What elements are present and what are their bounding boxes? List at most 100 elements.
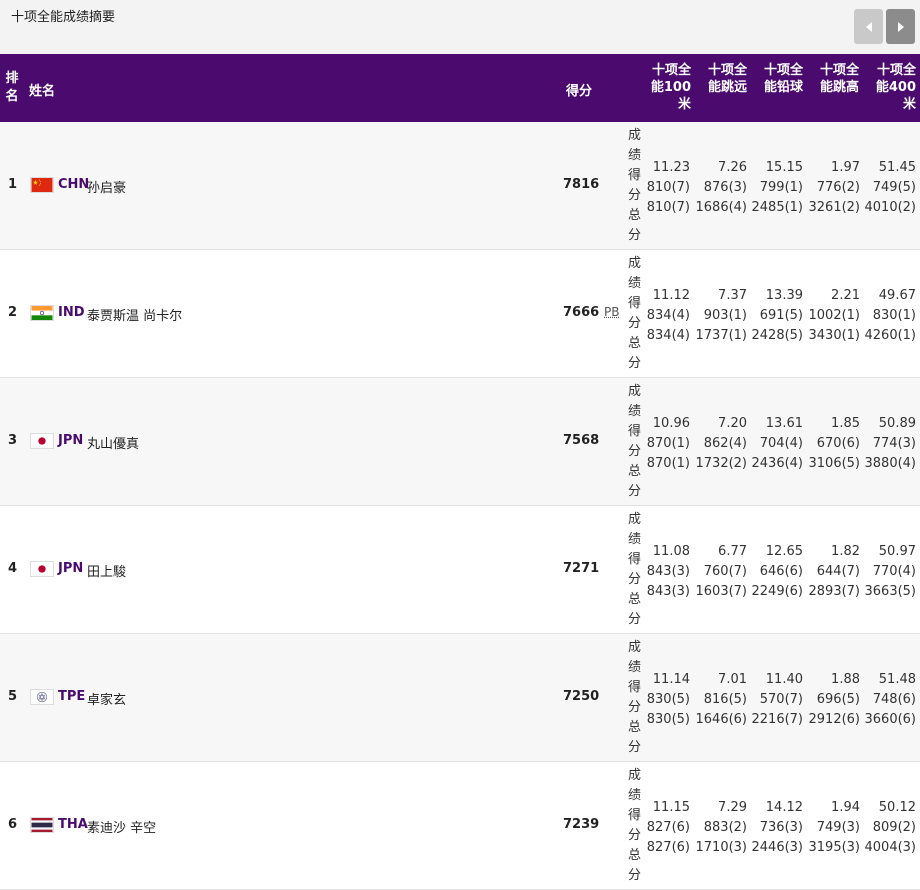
country-code[interactable]: IND bbox=[58, 305, 85, 320]
event-total: 4010(2) bbox=[864, 200, 917, 215]
event-total: 834(4) bbox=[646, 328, 690, 343]
event-cell-high-jump: 1.94 749(3) 3195(3) bbox=[800, 798, 861, 858]
table-row-5: 5 TPE 卓家玄 7250 成绩得分总分 11.14 830(5) 830(5) … bbox=[0, 634, 920, 762]
event-cell-long-jump: 7.20 862(4) 1732(2) bbox=[687, 414, 748, 474]
event-total: 1646(6) bbox=[695, 712, 748, 727]
row-labels: 成绩得分总分 bbox=[628, 384, 642, 499]
japan-flag-icon bbox=[30, 561, 54, 577]
event-cell-400m: 50.97 770(4) 3663(5) bbox=[856, 542, 917, 602]
event-points: 810(7) bbox=[646, 180, 690, 195]
event-points: 876(3) bbox=[703, 180, 747, 195]
athlete-name[interactable]: 孙启豪 bbox=[87, 181, 127, 196]
country-code[interactable]: JPN bbox=[58, 433, 84, 448]
event-total: 1686(4) bbox=[695, 200, 748, 215]
event-total: 4260(1) bbox=[864, 328, 917, 343]
event-total: 2485(1) bbox=[751, 200, 804, 215]
event-total: 2428(5) bbox=[751, 328, 804, 343]
rank-cell: 5 bbox=[8, 689, 18, 704]
event-total: 1737(1) bbox=[695, 328, 748, 343]
table-row-4: 4 JPN 田上駿 7271 成绩得分总分 11.08 843(3) 843(3) … bbox=[0, 506, 920, 634]
chinese-taipei-flag-icon bbox=[30, 689, 54, 705]
event-cell-high-jump: 1.82 644(7) 2893(7) bbox=[800, 542, 861, 602]
athlete-name[interactable]: 卓家玄 bbox=[87, 693, 127, 708]
event-total: 810(7) bbox=[646, 200, 690, 215]
japan-flag-icon bbox=[30, 433, 54, 449]
rank-cell: 3 bbox=[8, 433, 18, 448]
row-labels: 成绩得分总分 bbox=[628, 640, 642, 755]
event-mark: 1.82 bbox=[831, 544, 860, 559]
column-header-rank[interactable]: 排名 bbox=[5, 71, 19, 104]
event-mark: 50.97 bbox=[878, 544, 916, 559]
event-total: 3663(5) bbox=[864, 584, 917, 599]
country-code[interactable]: THA bbox=[58, 817, 88, 832]
event-total: 870(1) bbox=[646, 456, 690, 471]
event-points: 816(5) bbox=[703, 692, 747, 707]
table-row-6: 6 THA 素迪沙 辛空 7239 成绩得分总分 11.15 827(6) 827(… bbox=[0, 762, 920, 890]
event-total: 3106(5) bbox=[808, 456, 861, 471]
event-mark: 11.14 bbox=[652, 672, 690, 687]
country-code[interactable]: CHN bbox=[58, 177, 90, 192]
event-points: 903(1) bbox=[703, 308, 747, 323]
event-total: 3660(6) bbox=[864, 712, 917, 727]
athlete-name[interactable]: 田上駿 bbox=[87, 565, 127, 580]
event-points: 799(1) bbox=[759, 180, 803, 195]
event-cell-long-jump: 7.29 883(2) 1710(3) bbox=[687, 798, 748, 858]
event-cell-400m: 51.48 748(6) 3660(6) bbox=[856, 670, 917, 730]
event-mark: 7.20 bbox=[718, 416, 747, 431]
score-cell: 7666 bbox=[563, 305, 600, 320]
event-points: 809(2) bbox=[872, 820, 916, 835]
event-points: 670(6) bbox=[816, 436, 860, 451]
country-code[interactable]: JPN bbox=[58, 561, 84, 576]
event-mark: 13.61 bbox=[765, 416, 803, 431]
event-points: 748(6) bbox=[872, 692, 916, 707]
score-cell: 7239 bbox=[563, 817, 600, 832]
column-header-shot-put[interactable]: 十项全能铅球 bbox=[763, 63, 803, 95]
score-cell: 7250 bbox=[563, 689, 600, 704]
column-header-name[interactable]: 姓名 bbox=[29, 84, 56, 99]
top-bar: 十项全能成绩摘要 bbox=[0, 0, 920, 54]
row-labels: 成绩得分总分 bbox=[628, 768, 642, 883]
table-header: 排名 姓名 得分 十项全能100米 十项全能跳远 十项全能铅球 十项全能跳高 十… bbox=[0, 54, 920, 122]
event-cell-shot-put: 12.65 646(6) 2249(6) bbox=[743, 542, 804, 602]
event-mark: 1.94 bbox=[831, 800, 860, 815]
personal-best-badge: PB bbox=[604, 305, 620, 319]
event-mark: 7.29 bbox=[718, 800, 747, 815]
table-row-3: 3 JPN 丸山優真 7568 成绩得分总分 10.96 870(1) 870(1)… bbox=[0, 378, 920, 506]
athlete-name[interactable]: 泰贾斯温 尚卡尔 bbox=[87, 309, 183, 324]
event-total: 3880(4) bbox=[864, 456, 917, 471]
event-mark: 11.15 bbox=[652, 800, 690, 815]
column-header-400m[interactable]: 十项全能400米 bbox=[875, 63, 916, 112]
athlete-name[interactable]: 丸山優真 bbox=[87, 437, 140, 452]
event-points: 830(1) bbox=[872, 308, 916, 323]
event-mark: 6.77 bbox=[718, 544, 747, 559]
table-row-1: 1 CHN 孙启豪 7816 成绩得分总分 11.23 810(7) 810(7) … bbox=[0, 122, 920, 250]
event-mark: 11.40 bbox=[765, 672, 803, 687]
event-cell-400m: 51.45 749(5) 4010(2) bbox=[856, 158, 917, 218]
next-page-button[interactable] bbox=[886, 9, 915, 44]
event-points: 843(3) bbox=[646, 564, 690, 579]
event-total: 1732(2) bbox=[695, 456, 748, 471]
event-cell-100m: 11.08 843(3) 843(3) bbox=[630, 542, 690, 602]
event-cell-high-jump: 1.88 696(5) 2912(6) bbox=[800, 670, 861, 730]
event-points: 883(2) bbox=[703, 820, 747, 835]
column-header-score[interactable]: 得分 bbox=[566, 84, 593, 99]
event-total: 2893(7) bbox=[808, 584, 861, 599]
event-mark: 11.08 bbox=[652, 544, 690, 559]
event-points: 760(7) bbox=[703, 564, 747, 579]
column-header-high-jump[interactable]: 十项全能跳高 bbox=[819, 63, 859, 95]
column-header-long-jump[interactable]: 十项全能跳远 bbox=[707, 63, 747, 95]
event-points: 749(3) bbox=[816, 820, 860, 835]
event-points: 691(5) bbox=[759, 308, 803, 323]
country-code[interactable]: TPE bbox=[58, 689, 86, 704]
event-mark: 49.67 bbox=[878, 288, 916, 303]
event-points: 834(4) bbox=[646, 308, 690, 323]
event-cell-shot-put: 13.39 691(5) 2428(5) bbox=[743, 286, 804, 346]
event-mark: 11.23 bbox=[652, 160, 690, 175]
athlete-name[interactable]: 素迪沙 辛空 bbox=[87, 821, 157, 836]
column-header-100m[interactable]: 十项全能100米 bbox=[650, 63, 691, 112]
chevron-left-icon bbox=[865, 21, 873, 32]
event-points: 1002(1) bbox=[808, 308, 861, 323]
event-cell-400m: 50.12 809(2) 4004(3) bbox=[856, 798, 917, 858]
event-mark: 1.97 bbox=[831, 160, 860, 175]
prev-page-button[interactable] bbox=[854, 9, 883, 44]
